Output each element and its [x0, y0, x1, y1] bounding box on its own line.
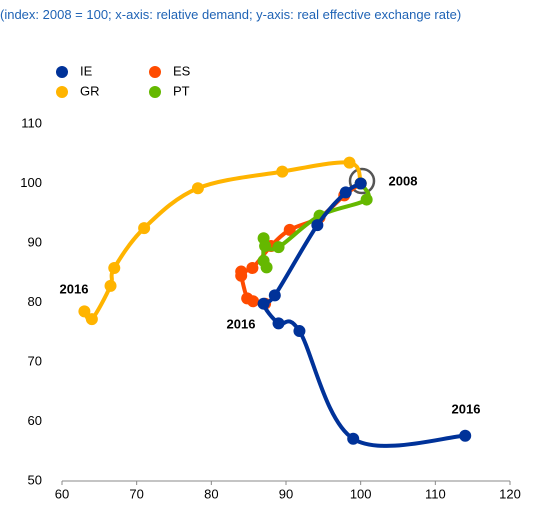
data-point — [104, 279, 117, 292]
annotation: 2016 — [60, 281, 89, 296]
data-point — [276, 165, 289, 178]
annotation: 2016 — [227, 316, 256, 331]
chart-subtitle: (index: 2008 = 100; x-axis: relative dem… — [0, 7, 462, 22]
data-point — [247, 295, 260, 308]
x-tick-label: 120 — [499, 486, 521, 501]
annotation: 2008 — [389, 173, 418, 188]
data-point — [339, 186, 352, 199]
y-tick-label: 90 — [28, 234, 42, 249]
series-line — [261, 181, 466, 448]
series-line — [82, 160, 363, 323]
series-line — [238, 181, 362, 306]
data-point — [354, 177, 367, 190]
data-point — [260, 261, 273, 274]
highlight-circle — [348, 167, 376, 195]
data-point — [293, 325, 306, 338]
annotation: 2016 — [452, 401, 481, 416]
data-point — [257, 297, 270, 310]
data-point — [85, 313, 98, 326]
legend-marker — [56, 86, 68, 98]
data-point — [459, 429, 472, 442]
data-point — [108, 261, 121, 274]
y-tick-label: 100 — [20, 175, 42, 190]
legend-marker — [149, 66, 161, 78]
y-tick-label: 110 — [21, 115, 42, 130]
data-point — [257, 232, 270, 245]
data-point — [343, 156, 356, 169]
y-tick-label: 80 — [28, 294, 42, 309]
data-point — [311, 219, 324, 232]
data-point — [272, 317, 285, 330]
data-point — [138, 222, 151, 235]
y-tick-label: 60 — [28, 413, 42, 428]
legend-marker — [56, 66, 68, 78]
data-point — [347, 432, 360, 445]
legend-marker — [149, 86, 161, 98]
data-point — [272, 241, 285, 254]
data-point — [268, 289, 281, 302]
x-tick-label: 70 — [129, 486, 143, 501]
x-tick-label: 90 — [279, 486, 293, 501]
x-tick-label: 80 — [204, 486, 218, 501]
data-point — [246, 261, 259, 274]
legend-label: GR — [80, 83, 100, 98]
legend-label: PT — [173, 83, 190, 98]
legend-label: ES — [173, 63, 191, 78]
data-point — [283, 223, 296, 236]
legend-label: IE — [80, 63, 93, 78]
x-tick-label: 110 — [425, 486, 446, 501]
data-point — [360, 193, 373, 206]
x-tick-label: 100 — [350, 486, 372, 501]
x-tick-label: 60 — [55, 486, 69, 501]
data-point — [191, 182, 204, 195]
y-tick-label: 50 — [28, 472, 42, 487]
data-point — [78, 305, 91, 318]
y-tick-label: 70 — [28, 353, 42, 368]
data-point — [235, 269, 248, 282]
